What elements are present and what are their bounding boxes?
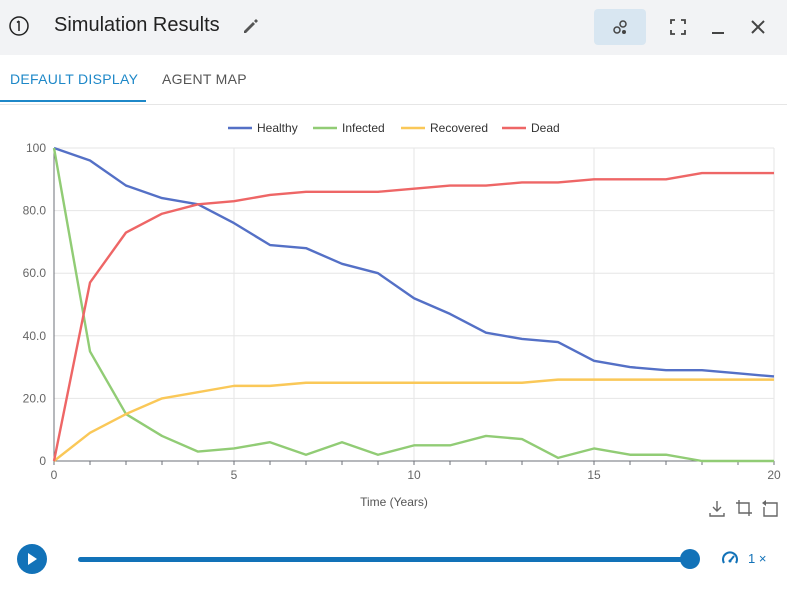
reset-icon[interactable] xyxy=(760,498,780,518)
x-axis-label: Time (Years) xyxy=(360,495,428,509)
series-line-infected xyxy=(52,147,774,463)
minimize-icon xyxy=(712,32,724,34)
line-chart: 0 20.0 40.0 60.0 80.0 100 0 5 10 15 20 Time (Years)… xyxy=(23,121,781,509)
x-tick-label: 15 xyxy=(587,468,601,482)
y-tick-label: 40.0 xyxy=(23,329,47,343)
series-line-healthy xyxy=(53,146,775,378)
window-title: Simulation Results xyxy=(54,14,220,36)
legend-label-infected: Infected xyxy=(342,121,385,135)
fullscreen-button[interactable] xyxy=(652,9,704,45)
window-header: Simulation Results xyxy=(0,0,787,55)
play-icon xyxy=(28,553,37,565)
progress-track[interactable] xyxy=(78,557,690,562)
play-button[interactable] xyxy=(17,544,47,574)
minimize-button[interactable] xyxy=(692,9,744,45)
tab-divider xyxy=(0,104,787,105)
x-tick-label: 5 xyxy=(231,468,238,482)
series-line-dead xyxy=(52,171,774,462)
x-tick-label: 20 xyxy=(767,468,781,482)
y-tick-label: 100 xyxy=(26,141,46,155)
legend-label-healthy: Healthy xyxy=(257,121,298,135)
series-line-recovered xyxy=(53,378,774,462)
tab-bar: DEFAULT DISPLAY AGENT MAP xyxy=(0,56,787,104)
legend-label-recovered: Recovered xyxy=(430,121,488,135)
close-icon xyxy=(751,20,765,34)
x-tick-label: 10 xyxy=(407,468,421,482)
close-button[interactable] xyxy=(732,9,784,45)
tab-default-display[interactable]: DEFAULT DISPLAY xyxy=(0,56,146,102)
info-circle-icon[interactable] xyxy=(8,15,30,37)
y-tick-label: 0 xyxy=(39,454,46,468)
download-icon[interactable] xyxy=(707,498,727,518)
x-tick-label: 0 xyxy=(51,468,58,482)
progress-thumb[interactable] xyxy=(680,549,700,569)
speedometer-icon[interactable] xyxy=(721,550,739,568)
pencil-icon[interactable] xyxy=(240,16,260,36)
crop-icon[interactable] xyxy=(734,498,754,518)
scatter-icon xyxy=(613,20,627,34)
legend-label-dead: Dead xyxy=(531,121,560,135)
tab-agent-map[interactable]: AGENT MAP xyxy=(162,71,247,87)
y-tick-label: 80.0 xyxy=(23,204,47,218)
y-tick-label: 60.0 xyxy=(23,266,47,280)
speed-label[interactable]: 1 × xyxy=(748,551,767,566)
fullscreen-icon xyxy=(670,19,686,35)
playback-bar: 1 × xyxy=(0,540,787,580)
scatter-view-button[interactable] xyxy=(594,9,646,45)
y-tick-label: 20.0 xyxy=(23,391,47,405)
